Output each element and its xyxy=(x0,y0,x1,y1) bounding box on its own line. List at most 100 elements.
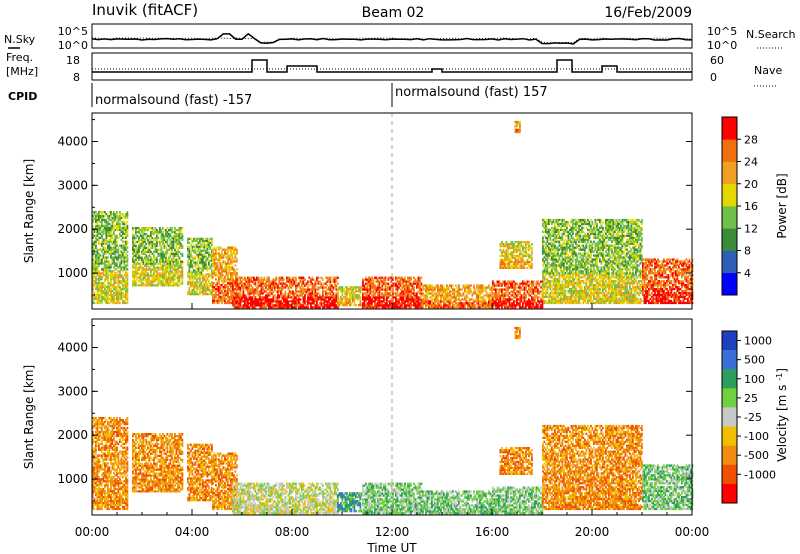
heatmap-cell xyxy=(505,290,508,293)
heatmap-cell xyxy=(519,300,521,303)
heatmap-cell xyxy=(507,306,509,309)
heatmap-cell xyxy=(216,262,219,265)
heatmap-cell xyxy=(166,232,169,236)
heatmap-cell xyxy=(504,250,506,254)
heatmap-cell xyxy=(172,258,175,261)
heatmap-cell xyxy=(110,276,112,279)
heatmap-cell xyxy=(178,246,181,249)
heatmap-cell xyxy=(278,280,281,283)
heatmap-cell xyxy=(447,298,450,301)
heatmap-cell xyxy=(142,282,145,285)
heatmap-cell xyxy=(349,286,351,289)
heatmap-cell xyxy=(538,302,541,305)
heatmap-cell xyxy=(166,270,169,273)
heatmap-cell xyxy=(535,280,538,283)
heatmap-cell xyxy=(408,276,411,279)
heatmap-cell xyxy=(202,249,204,252)
heatmap-cell xyxy=(286,276,288,279)
heatmap-cell xyxy=(402,284,405,287)
heatmap-cell xyxy=(132,248,134,251)
heatmap-cell xyxy=(156,284,158,287)
heatmap-cell xyxy=(287,286,290,289)
heatmap-cell xyxy=(275,306,278,309)
heatmap-cell xyxy=(135,240,137,244)
heatmap-cell xyxy=(122,240,124,243)
heatmap-cell xyxy=(398,298,400,301)
heatmap-cell xyxy=(502,250,505,254)
heatmap-cell xyxy=(275,286,278,289)
heatmap-cell xyxy=(99,284,102,287)
heatmap-cell xyxy=(135,256,137,259)
heatmap-cell xyxy=(194,271,197,274)
heatmap-cell xyxy=(508,286,511,289)
heatmap-cell xyxy=(235,298,237,301)
heatmap-cell xyxy=(236,286,239,289)
heatmap-cell xyxy=(413,286,415,289)
heatmap-cell xyxy=(542,276,544,279)
heatmap-cell xyxy=(194,293,197,296)
heatmap-cell xyxy=(93,291,96,295)
heatmap-cell xyxy=(254,298,257,301)
heatmap-cell xyxy=(552,301,555,305)
heatmap-cell xyxy=(190,263,192,266)
heatmap-cell xyxy=(514,245,517,248)
heatmap-cell xyxy=(328,280,330,283)
heatmap-cell xyxy=(123,301,126,305)
heatmap-cell xyxy=(209,275,212,278)
heatmap-cell xyxy=(525,300,527,303)
heatmap-cell xyxy=(468,286,471,289)
heatmap-cell xyxy=(502,294,505,297)
heatmap-cell xyxy=(402,302,405,305)
heatmap-cell xyxy=(191,293,194,296)
heatmap-cell xyxy=(548,282,550,285)
heatmap-cell xyxy=(151,268,154,271)
heatmap-cell xyxy=(166,266,169,269)
heatmap-cell xyxy=(219,297,222,301)
heatmap-cell xyxy=(453,300,456,303)
heatmap-cell xyxy=(93,274,96,277)
heatmap-cell xyxy=(101,222,103,226)
heatmap-cell xyxy=(337,290,339,293)
heatmap-cell xyxy=(102,246,105,249)
heatmap-cell xyxy=(120,280,123,283)
heatmap-cell xyxy=(230,297,232,301)
heatmap-cell xyxy=(317,280,320,283)
heatmap-cell xyxy=(151,232,154,236)
heatmap-cell xyxy=(532,298,535,301)
heatmap-cell xyxy=(120,238,123,241)
heatmap-cell xyxy=(172,278,175,281)
heatmap-cell xyxy=(508,247,511,250)
heatmap-cell xyxy=(144,256,146,259)
heatmap-cell xyxy=(458,294,460,297)
heatmap-cell xyxy=(526,260,529,264)
heatmap-cell xyxy=(326,288,329,291)
heatmap-cell xyxy=(329,302,332,305)
heatmap-cell xyxy=(148,248,151,251)
heatmap-cell xyxy=(213,246,216,249)
heatmap-cell xyxy=(280,304,282,307)
heatmap-cell xyxy=(268,286,270,289)
heatmap-cell xyxy=(392,288,394,291)
heatmap-cell xyxy=(272,304,275,307)
noise-panel-frame xyxy=(91,23,693,49)
heatmap-cell xyxy=(266,302,269,305)
heatmap-cell xyxy=(181,266,184,269)
heatmap-cell xyxy=(197,281,200,284)
heatmap-cell xyxy=(239,288,242,291)
heatmap-cell xyxy=(501,284,503,287)
heatmap-cell xyxy=(95,224,97,228)
heatmap-cell xyxy=(108,262,111,265)
heatmap-cell xyxy=(465,284,468,287)
heatmap-cell xyxy=(104,258,106,261)
heatmap-cell xyxy=(230,295,232,299)
heatmap-cell xyxy=(190,283,192,286)
heatmap-cell xyxy=(156,250,158,253)
heatmap-cell xyxy=(117,258,120,261)
heatmap-cell xyxy=(459,292,462,295)
heatmap-cell xyxy=(513,292,515,295)
heatmap-cell xyxy=(254,284,257,287)
heatmap-cell xyxy=(234,252,237,255)
heatmap-cell xyxy=(280,292,282,295)
heatmap-cell xyxy=(416,304,418,307)
heatmap-cell xyxy=(111,297,114,301)
